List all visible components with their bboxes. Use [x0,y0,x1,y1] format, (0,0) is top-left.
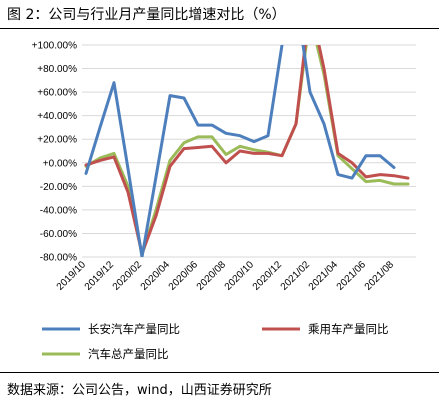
top-rule [0,28,439,29]
x-tick-label: 2021/08 [363,259,397,293]
x-tick-label: 2021/02 [279,259,313,293]
legend-label-changan: 长安汽车产量同比 [88,322,180,336]
figure-title: 图 2：公司与行业月产量同比增速对比（%） [7,7,286,23]
x-tick-label: 2020/04 [139,259,173,293]
legend-label-total: 汽车总产量同比 [88,347,169,361]
series-line-changan [84,45,396,257]
bottom-rule [0,372,439,373]
x-tick-label: 2019/10 [55,259,89,293]
x-tick-label: 2020/12 [251,259,285,293]
y-tick-label: +80.00% [37,64,77,75]
y-tick-label: +0.00% [43,158,77,169]
legend-label-passenger: 乘用车产量同比 [308,322,389,336]
y-axis-labels: -80.00% -60.00% -40.00% -20.00% +0.00% +20.00… [32,41,77,264]
x-tick-label: 2021/04 [307,259,341,293]
x-tick-label: 2020/06 [167,259,201,293]
y-tick-label: -60.00% [40,229,77,240]
x-tick-label: 2020/08 [195,259,229,293]
source-note: 数据来源：公司公告，wind，山西证券研究所 [7,383,272,398]
legend: 长安汽车产量同比 乘用车产量同比 汽车总产量同比 [42,322,389,361]
y-tick-label: -40.00% [40,205,77,216]
x-tick-label: 2020/02 [111,259,145,293]
y-tick-label: +20.00% [37,135,77,146]
x-tick-label: 2021/06 [335,259,369,293]
grid-lines [82,44,416,258]
x-tick-label: 2020/10 [223,259,257,293]
x-tick-label: 2019/12 [83,259,117,293]
y-tick-label: -20.00% [40,182,77,193]
series-lines [84,45,410,257]
line-chart: -80.00% -60.00% -40.00% -20.00% +0.00% +20.00… [32,41,416,361]
y-tick-label: +100.00% [32,41,77,52]
x-axis-labels: 2019/102019/122020/022020/042020/062020/… [55,259,397,293]
y-tick-label: +40.00% [37,111,77,122]
y-tick-label: +60.00% [37,88,77,99]
y-tick-label: -80.00% [40,253,77,264]
